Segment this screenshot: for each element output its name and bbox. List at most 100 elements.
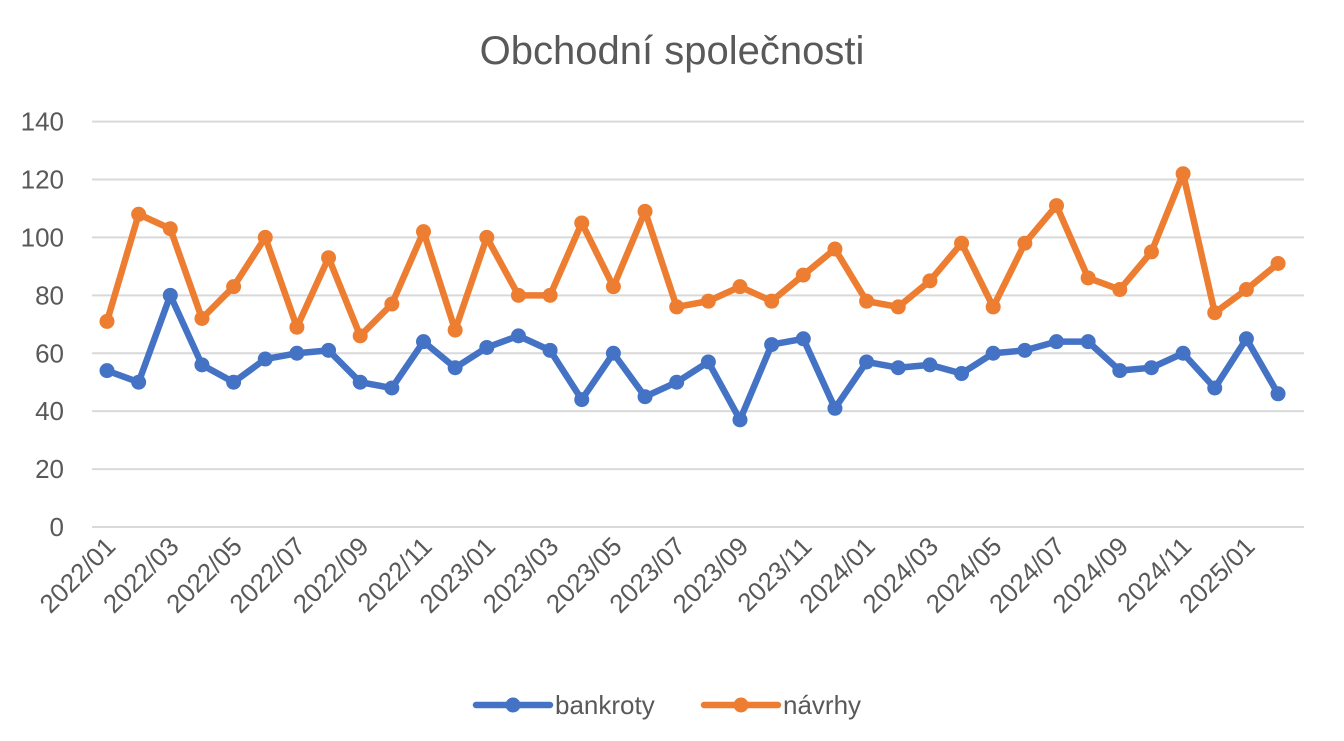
chart-title: Obchodní společnosti (480, 29, 865, 73)
data-point (321, 250, 337, 266)
data-point (1238, 282, 1254, 298)
data-point (954, 366, 970, 382)
y-tick-label: 100 (21, 222, 64, 252)
data-point (1049, 198, 1064, 214)
y-tick-label: 20 (35, 454, 64, 484)
data-point (890, 360, 906, 376)
data-point (1270, 255, 1286, 271)
series-návrhy (99, 166, 1286, 344)
data-point (194, 311, 210, 327)
data-point (1207, 305, 1223, 321)
series-line (103, 170, 1282, 340)
data-point (1017, 342, 1033, 358)
data-point (605, 279, 621, 295)
data-point (416, 334, 431, 350)
data-point (795, 267, 811, 283)
data-point (890, 299, 906, 315)
series-bankroty (99, 287, 1286, 428)
data-point (257, 229, 273, 245)
legend: bankroty návrhy (472, 690, 861, 720)
data-point (637, 203, 653, 219)
data-point (510, 328, 526, 344)
data-point (764, 337, 780, 353)
data-point (574, 392, 590, 408)
data-point (827, 400, 843, 416)
data-point (99, 363, 115, 379)
data-point (384, 296, 400, 312)
y-tick-label: 40 (35, 396, 64, 426)
y-tick-label: 60 (35, 338, 64, 368)
data-point (321, 342, 337, 358)
data-point (131, 374, 147, 390)
data-point (1207, 380, 1223, 396)
data-point (226, 279, 242, 295)
data-point (700, 293, 716, 309)
data-point (574, 215, 590, 231)
data-point (1175, 345, 1191, 361)
data-point (479, 339, 495, 355)
legend-item: bankroty (472, 690, 655, 720)
legend-swatch-marker (733, 697, 749, 713)
y-tick-label: 80 (35, 280, 64, 310)
data-point (1238, 331, 1254, 347)
data-point (1017, 235, 1033, 251)
data-point (954, 235, 970, 251)
gridlines (92, 120, 1304, 528)
legend-label: bankroty (555, 690, 655, 720)
data-point (447, 360, 463, 376)
y-tick-label: 120 (21, 165, 64, 195)
data-point (922, 273, 938, 289)
data-point (700, 354, 716, 370)
data-point (669, 299, 685, 315)
data-point (1049, 334, 1064, 350)
data-point (922, 357, 938, 373)
data-point (859, 293, 875, 309)
data-point (764, 293, 780, 309)
data-point (1175, 166, 1191, 182)
data-point (605, 345, 621, 361)
data-point (859, 354, 875, 370)
data-point (1112, 363, 1128, 379)
legend-item: návrhy (700, 690, 861, 720)
data-point (732, 279, 748, 295)
data-point (510, 287, 526, 303)
data-point (194, 357, 210, 373)
data-point (637, 389, 653, 405)
data-point (352, 374, 368, 390)
data-point (352, 328, 368, 344)
data-point (1080, 270, 1096, 286)
data-point (985, 299, 1001, 315)
x-axis-ticks: 2022/012022/032022/052022/072022/092022/… (34, 531, 1261, 619)
data-point (162, 287, 178, 303)
data-point (827, 241, 843, 257)
data-point (447, 322, 463, 338)
data-point (1143, 360, 1159, 376)
data-point (1080, 334, 1096, 350)
data-point (542, 287, 558, 303)
legend-label: návrhy (783, 690, 861, 720)
data-point (416, 224, 431, 240)
data-point (131, 206, 147, 222)
data-point (542, 342, 558, 358)
legend-swatch-marker (505, 697, 521, 713)
data-point (795, 331, 811, 347)
data-point (384, 380, 400, 396)
data-point (289, 345, 305, 361)
data-point (669, 374, 685, 390)
data-point (1143, 244, 1159, 260)
series-line (103, 292, 1282, 424)
series-layer (99, 166, 1286, 428)
y-axis-ticks: 0 20 40 60 80 100 120 140 (21, 107, 64, 542)
y-tick-label: 0 (50, 512, 64, 542)
data-point (257, 351, 273, 367)
data-point (226, 374, 242, 390)
data-point (1112, 282, 1128, 298)
data-point (985, 345, 1001, 361)
data-point (479, 229, 495, 245)
data-point (162, 221, 178, 237)
data-point (1270, 386, 1286, 402)
data-point (732, 412, 748, 428)
data-point (289, 319, 305, 335)
